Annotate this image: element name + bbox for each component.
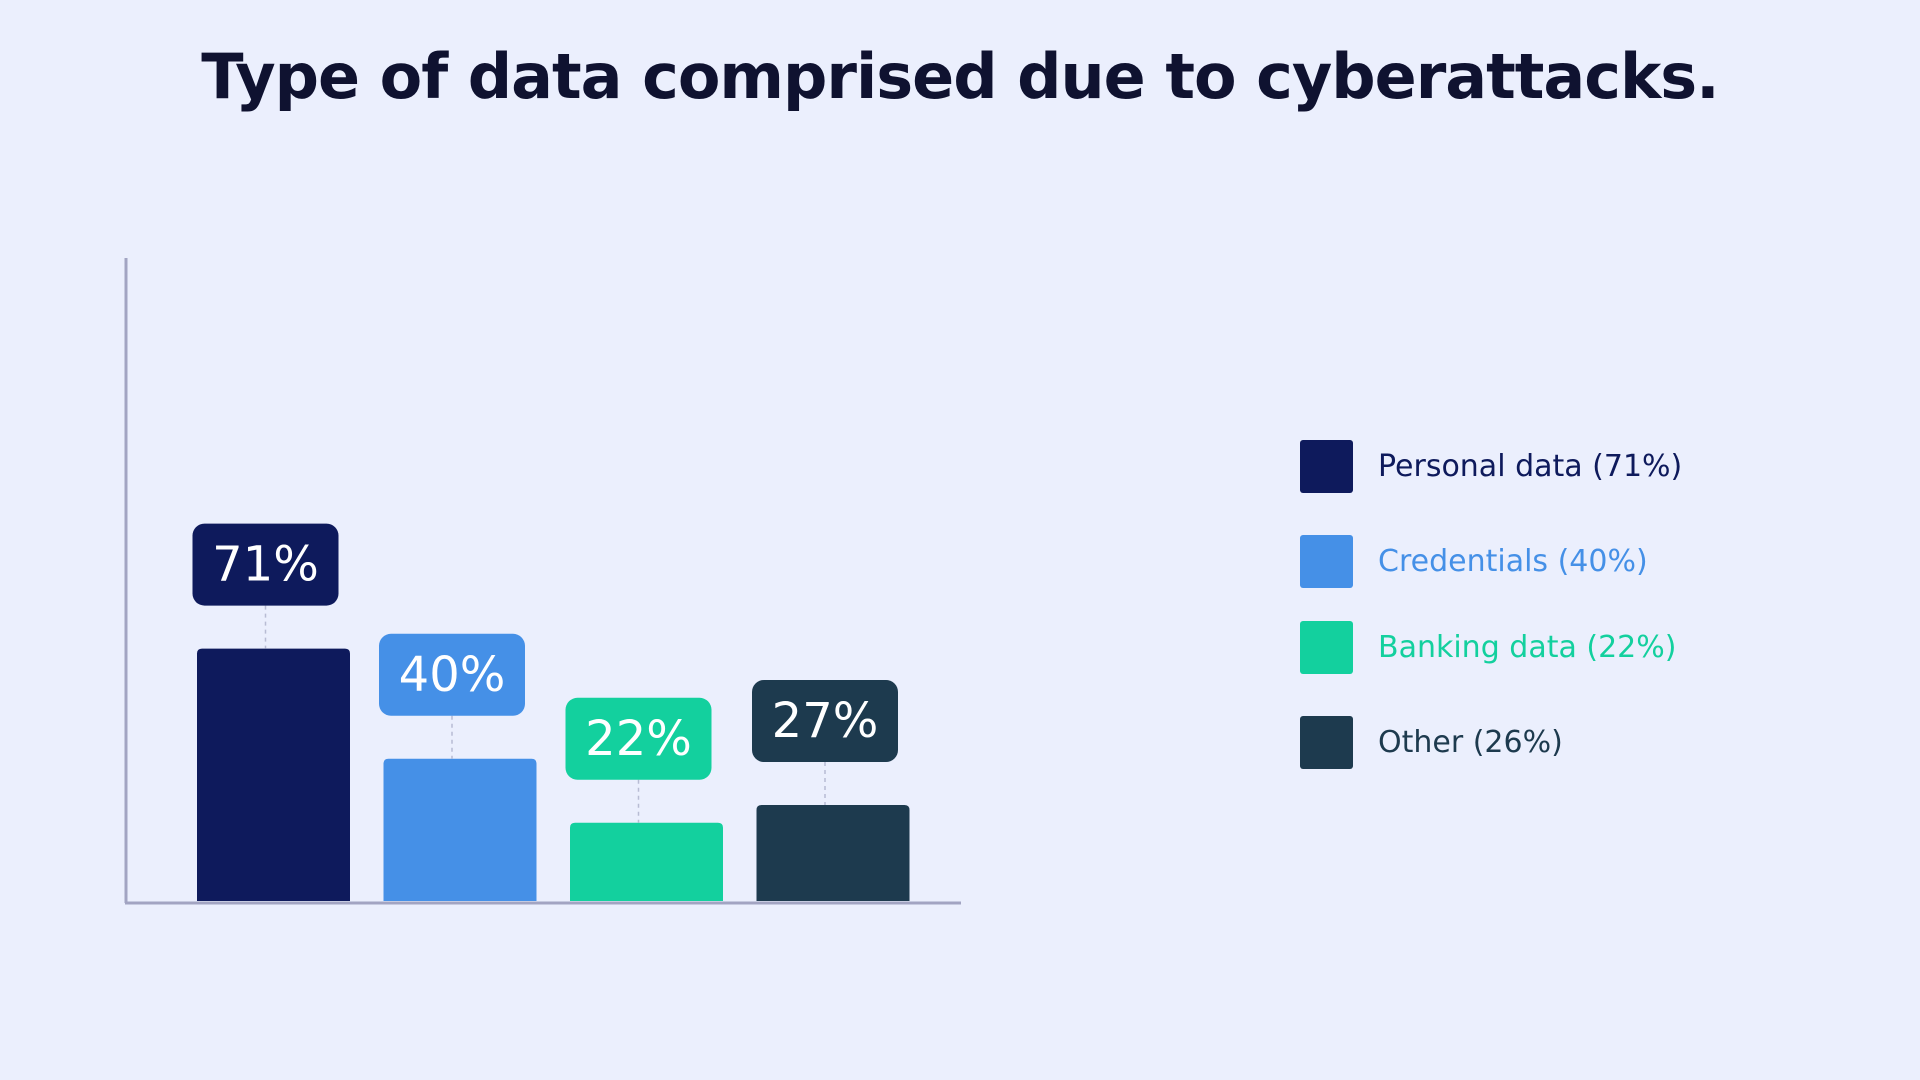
legend-item-personal-data: Personal data (71%) [1300,440,1682,493]
legend-swatch [1300,535,1353,588]
bar-banking-data [570,822,723,901]
data-label-box-credentials [379,633,525,716]
legend-swatch [1300,621,1353,674]
legend-label: Banking data (22%) [1378,630,1677,665]
legend-item-credentials: Credentials (40%) [1300,535,1648,588]
bar-credentials [383,758,537,901]
legend-item-other: Other (26%) [1300,716,1563,769]
legend-item-banking-data: Banking data (22%) [1300,621,1676,674]
data-label-personal-data: 71% [212,537,319,593]
legend-label: Other (26%) [1378,725,1563,760]
bar-personal-data [197,648,350,901]
data-label-box-other [752,680,898,763]
data-label-other: 27% [772,693,879,749]
bar-other [756,805,910,901]
legend-label: Credentials (40%) [1378,544,1648,579]
data-label-box-banking-data [565,697,712,780]
legend-label: Personal data (71%) [1378,449,1683,484]
data-label-box-personal-data [192,523,339,606]
chart-title: Type of data comprised due to cyberattac… [201,40,1719,113]
data-label-banking-data: 22% [585,711,692,767]
legend-swatch [1300,440,1353,493]
data-label-credentials: 40% [399,647,506,703]
legend-swatch [1300,716,1353,769]
